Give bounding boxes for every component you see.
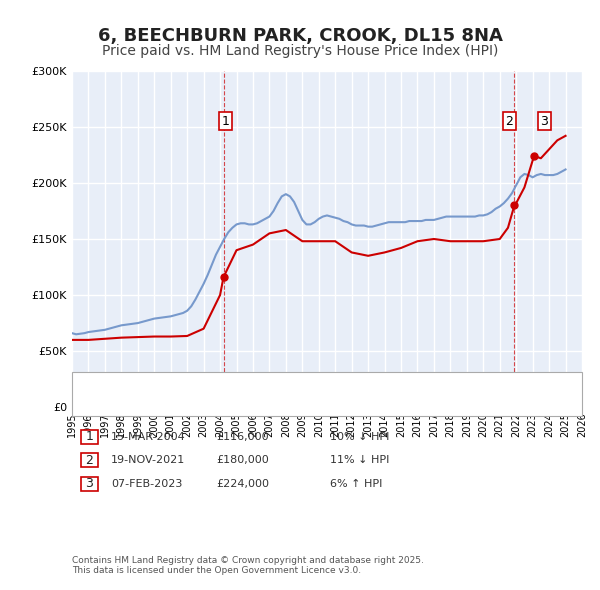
Text: Contains HM Land Registry data © Crown copyright and database right 2025.
This d: Contains HM Land Registry data © Crown c… <box>72 556 424 575</box>
Text: 6, BEECHBURN PARK, CROOK, DL15 8NA (detached house): 6, BEECHBURN PARK, CROOK, DL15 8NA (deta… <box>120 380 425 389</box>
Text: £224,000: £224,000 <box>216 479 269 489</box>
Text: 1: 1 <box>221 115 229 128</box>
Text: —: — <box>102 394 119 411</box>
Text: —: — <box>102 376 119 394</box>
Text: 2: 2 <box>506 115 514 128</box>
Text: Price paid vs. HM Land Registry's House Price Index (HPI): Price paid vs. HM Land Registry's House … <box>102 44 498 58</box>
Text: 2: 2 <box>85 454 94 467</box>
Text: 3: 3 <box>85 477 94 490</box>
Text: 1: 1 <box>85 430 94 443</box>
Text: 19-NOV-2021: 19-NOV-2021 <box>111 455 185 465</box>
Text: 07-FEB-2023: 07-FEB-2023 <box>111 479 182 489</box>
Text: £116,000: £116,000 <box>216 432 269 441</box>
Text: 6, BEECHBURN PARK, CROOK, DL15 8NA: 6, BEECHBURN PARK, CROOK, DL15 8NA <box>98 27 502 45</box>
Text: £180,000: £180,000 <box>216 455 269 465</box>
Text: HPI: Average price, detached house, County Durham: HPI: Average price, detached house, Coun… <box>120 398 395 407</box>
Text: 11% ↓ HPI: 11% ↓ HPI <box>330 455 389 465</box>
Text: 10% ↓ HPI: 10% ↓ HPI <box>330 432 389 441</box>
Text: 3: 3 <box>540 115 548 128</box>
Text: 6% ↑ HPI: 6% ↑ HPI <box>330 479 382 489</box>
Text: 15-MAR-2004: 15-MAR-2004 <box>111 432 186 441</box>
